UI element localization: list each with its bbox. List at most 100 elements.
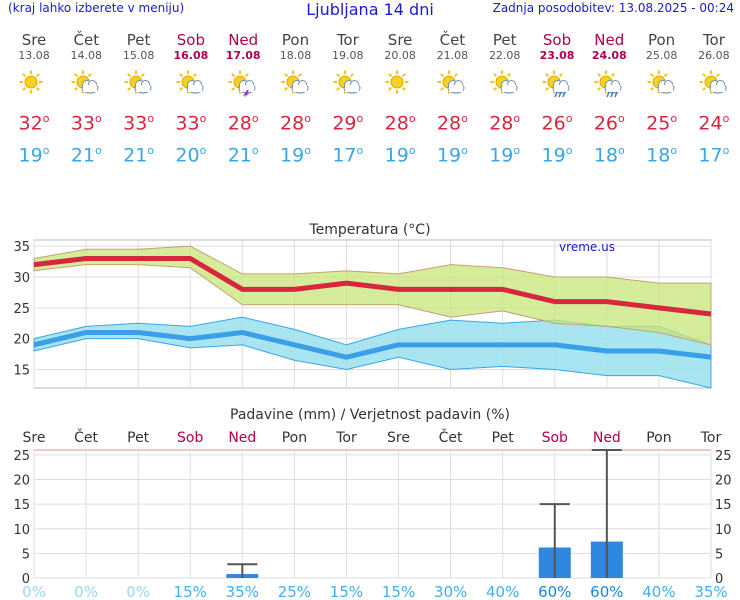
- precipitation-y-tick-right: 25: [715, 449, 732, 464]
- watermark-text: vreme.us: [559, 240, 615, 254]
- degree-sign: o: [618, 112, 625, 125]
- degree-sign: o: [304, 112, 311, 125]
- temperature-y-tick: 15: [13, 364, 30, 379]
- precipitation-x-tick: Tor: [335, 430, 357, 446]
- max-temperature-line: [33, 256, 712, 317]
- precipitation-x-tick: Sre: [23, 430, 46, 446]
- precipitation-x-tick: Čet: [439, 428, 463, 446]
- degree-sign: o: [513, 112, 521, 125]
- degree-sign: o: [670, 112, 678, 125]
- sun-cloud-icon: [333, 70, 361, 94]
- last-update-text: Zadnja posodobitev: 13.08.2025 - 00:24: [492, 1, 734, 15]
- precipitation-x-tick: Pet: [127, 430, 150, 446]
- precipitation-probability-label: 0%: [22, 583, 46, 600]
- precipitation-x-tick: Ned: [593, 430, 621, 446]
- sun-icon: [19, 70, 43, 94]
- precipitation-chart-title: Padavine (mm) / Verjetnost padavin (%): [230, 407, 510, 423]
- degree-sign: o: [147, 112, 155, 125]
- min-temperature-line: [33, 329, 712, 360]
- day-date: 25.08: [645, 49, 678, 62]
- max-temperature-value: 28: [489, 112, 514, 135]
- sun-cloud-icon: [490, 70, 518, 94]
- min-temperature: 21o: [217, 140, 269, 166]
- forecast-day: Pon 18.08 28o 19o: [270, 32, 322, 167]
- min-temperature: 21o: [113, 140, 165, 166]
- day-name: Tor: [336, 31, 359, 49]
- min-temperature-value: 21: [70, 144, 96, 167]
- day-name: Ned: [228, 31, 259, 49]
- day-name: Pet: [126, 31, 151, 49]
- degree-sign: o: [95, 144, 102, 158]
- precipitation-y-tick-right: 15: [715, 498, 732, 513]
- max-temperature-value: 24: [698, 112, 723, 135]
- precipitation-y-tick-left: 10: [13, 523, 30, 538]
- max-temperature-value: 33: [123, 112, 148, 135]
- day-date: 21.08: [436, 49, 469, 62]
- min-temperature-value: 19: [436, 144, 462, 167]
- precipitation-probability-label: 15%: [174, 583, 207, 600]
- max-temperature: 33o: [60, 108, 112, 134]
- max-temperature-value: 29: [332, 112, 357, 135]
- min-temperature-value: 19: [18, 144, 43, 167]
- degree-sign: o: [722, 112, 730, 125]
- forecast-day: Ned 24.08 26o 18o: [583, 32, 635, 167]
- precipitation-x-tick: Pet: [492, 430, 515, 446]
- max-temperature-value: 33: [175, 112, 200, 135]
- sun-cloud-icon: [71, 70, 99, 94]
- max-temperature-value: 26: [541, 112, 566, 135]
- sun-cloud-icon: [437, 70, 465, 94]
- min-temperature: 19o: [374, 140, 426, 166]
- min-temperature-value: 19: [541, 144, 566, 167]
- precipitation-probability-label: 25%: [278, 583, 311, 600]
- precipitation-probability-label: 40%: [486, 583, 519, 600]
- precipitation-y-tick-right: 5: [715, 547, 723, 562]
- sun-rain-icon: [542, 70, 570, 98]
- sun-cloud-icon: [647, 70, 675, 94]
- forecast-day: Sob 23.08 26o 19o: [531, 32, 583, 167]
- max-temperature: 28o: [217, 108, 269, 134]
- daily-forecast-strip: Sre 13.08 32o 19o Čet 14.08 33o 21o Pet 15.08 33o 2…: [8, 32, 738, 172]
- precipitation-x-tick: Pon: [282, 430, 307, 446]
- day-name: Pon: [647, 31, 676, 49]
- precipitation-x-tick: Tor: [700, 430, 722, 446]
- min-temperature: 19o: [8, 140, 60, 166]
- precipitation-y-tick-left: 20: [13, 474, 30, 489]
- precipitation-x-tick: Ned: [228, 430, 256, 446]
- degree-sign: o: [513, 144, 521, 158]
- precipitation-y-tick-left: 25: [13, 449, 30, 464]
- degree-sign: o: [356, 144, 364, 158]
- precipitation-probability-label: 0%: [74, 583, 98, 600]
- sun-thunder-icon: [228, 70, 256, 98]
- degree-sign: o: [565, 112, 573, 125]
- charts-area: Temperatura (°C) 15 20 25 30 35 vreme.us Padavi…: [13, 222, 732, 600]
- temperature-y-tick: 20: [13, 333, 30, 348]
- min-temperature: 17o: [322, 140, 374, 166]
- day-name: Čet: [73, 31, 100, 49]
- forecast-day: Ned 17.08 28o 21o: [217, 32, 269, 167]
- precipitation-y-tick-left: 0: [22, 572, 30, 587]
- day-name: Pon: [281, 31, 310, 49]
- degree-sign: o: [199, 144, 207, 158]
- degree-sign: o: [42, 144, 50, 158]
- sun-cloud-icon: [124, 70, 152, 94]
- day-name: Sob: [176, 31, 205, 49]
- min-temperature-value: 21: [123, 144, 148, 167]
- day-date: 20.08: [384, 49, 416, 62]
- degree-sign: o: [461, 112, 468, 125]
- max-temperature: 33o: [113, 108, 165, 134]
- forecast-day: Čet 21.08 28o 19o: [426, 32, 478, 167]
- location-menu-hint[interactable]: (kraj lahko izberete v meniju): [8, 1, 185, 15]
- day-date: 18.08: [279, 49, 312, 62]
- day-name: Ned: [594, 31, 625, 49]
- forecast-day: Tor 26.08 24o 17o: [688, 32, 740, 167]
- day-date: 23.08: [539, 49, 575, 62]
- header-bar: (kraj lahko izberete v meniju) Ljubljana…: [0, 0, 740, 24]
- min-temperature-value: 19: [384, 144, 409, 167]
- min-temperature-value: 17: [332, 144, 357, 167]
- day-date: 19.08: [332, 49, 364, 62]
- max-temperature: 28o: [374, 108, 426, 134]
- day-name: Sre: [387, 31, 413, 49]
- max-temperature: 33o: [165, 108, 217, 134]
- forecast-day: Tor 19.08 29 o 17o: [322, 32, 374, 167]
- max-temperature: 26o: [583, 108, 635, 134]
